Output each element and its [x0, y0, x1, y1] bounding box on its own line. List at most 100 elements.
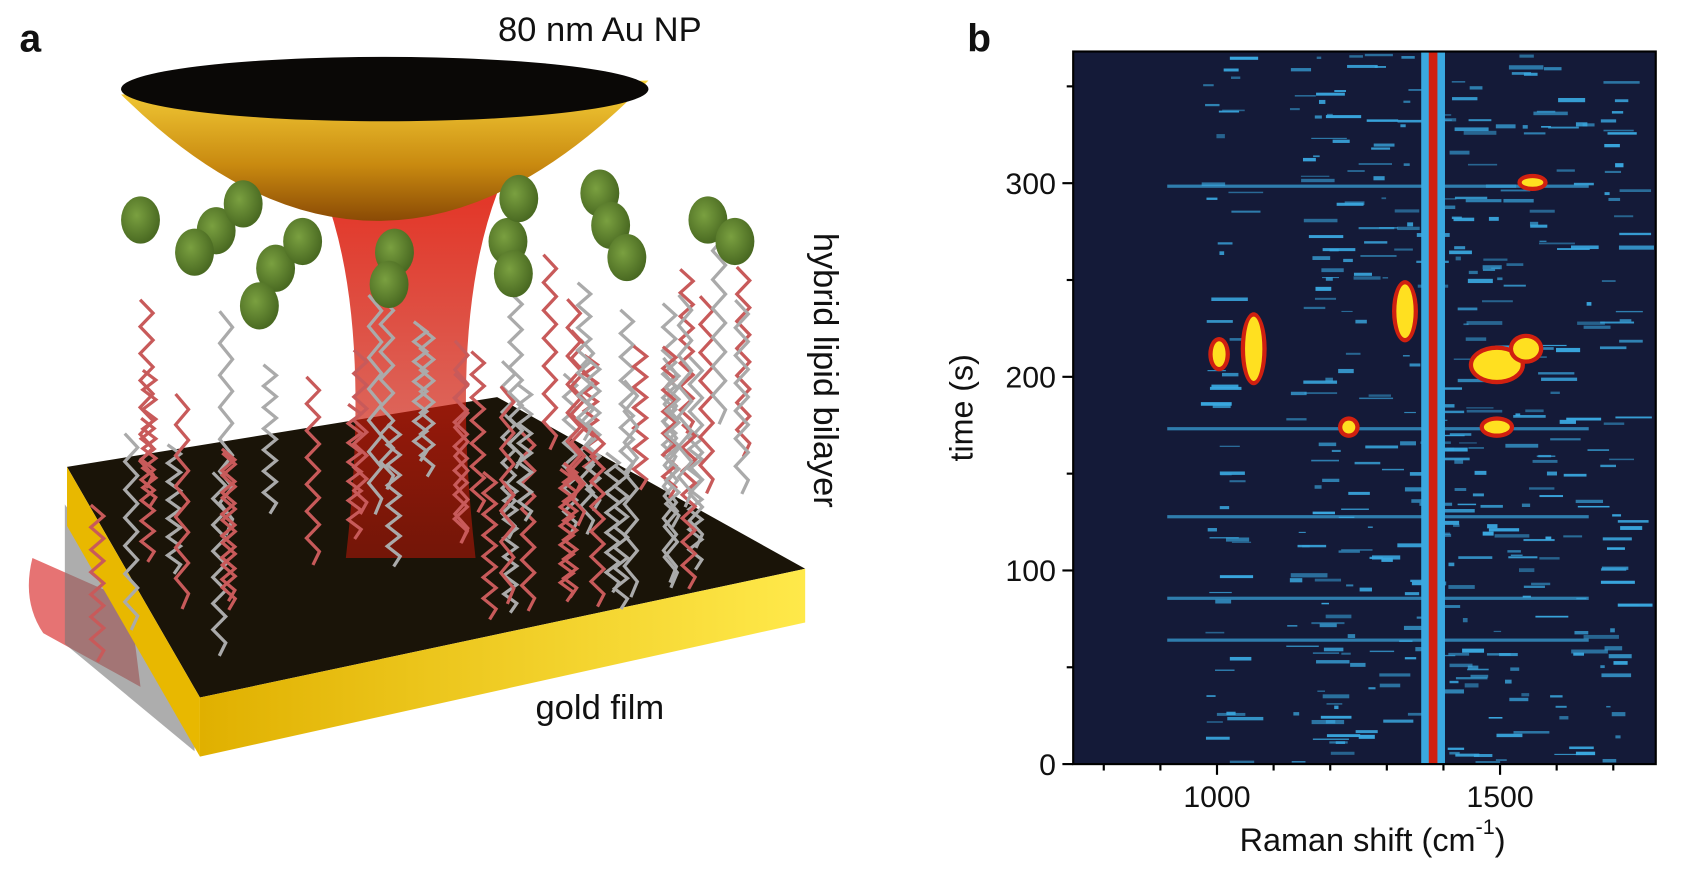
lipid-tail — [88, 503, 107, 663]
heatmap-texture — [1404, 592, 1420, 596]
heatmap-texture — [1606, 705, 1611, 708]
heatmap-texture — [1227, 716, 1264, 721]
heatmap-texture — [1317, 690, 1326, 692]
heatmap-texture — [1220, 473, 1232, 476]
heatmap-texture — [1495, 759, 1507, 761]
y-tick-label: 300 — [1005, 168, 1055, 201]
heatmap-texture — [1521, 503, 1531, 508]
heatmap-texture — [1245, 316, 1263, 381]
heatmap-texture — [1205, 103, 1220, 107]
heatmap-texture — [1611, 111, 1624, 114]
heatmap-texture — [1322, 694, 1350, 699]
heatmap-texture — [1229, 656, 1252, 661]
heatmap-texture — [1545, 536, 1552, 540]
lipid-head — [175, 228, 214, 276]
heatmap-texture — [1615, 310, 1643, 313]
heatmap-texture — [1529, 487, 1555, 490]
heatmap-texture — [1369, 650, 1395, 653]
heatmap-texture — [1466, 409, 1503, 413]
heatmap-texture — [1550, 391, 1560, 394]
heatmap-texture — [1488, 216, 1499, 221]
heatmap-texture — [1619, 232, 1652, 236]
lipid-tail — [588, 430, 607, 608]
heatmap-texture — [1347, 170, 1365, 173]
heatmap-texture — [1409, 363, 1421, 367]
heatmap-texture — [1206, 695, 1216, 697]
heatmap-texture — [1167, 638, 1589, 642]
lipid-tail — [733, 299, 751, 495]
heatmap-texture — [1483, 258, 1508, 261]
heatmap-texture — [1508, 556, 1538, 559]
heatmap-texture — [1534, 344, 1567, 347]
heatmap-texture — [1381, 468, 1404, 471]
heatmap-texture — [1368, 687, 1376, 690]
heatmap-texture — [1320, 715, 1352, 719]
heatmap-texture — [1206, 197, 1218, 200]
heatmap-texture — [1563, 535, 1583, 538]
heatmap-texture — [1604, 170, 1622, 173]
heatmap-texture — [1358, 734, 1375, 739]
heatmap-texture — [1488, 716, 1503, 719]
heatmap-texture — [1314, 578, 1342, 582]
heatmap-texture — [1452, 97, 1478, 101]
heatmap-texture — [1400, 441, 1417, 446]
heatmap-texture — [1449, 150, 1470, 155]
heatmap-texture — [1500, 189, 1531, 192]
heatmap-texture — [1603, 81, 1640, 84]
heatmap-texture — [1462, 648, 1485, 653]
lipid-head — [715, 217, 755, 266]
heatmap-texture — [1546, 471, 1558, 476]
heatmap-texture — [1381, 557, 1393, 562]
heatmap-texture — [1451, 81, 1466, 83]
heatmap-texture — [1541, 125, 1551, 128]
heatmap-texture — [1407, 712, 1427, 716]
heatmap-texture — [1575, 122, 1588, 127]
heatmap-texture — [1379, 673, 1411, 677]
heatmap-texture — [1211, 384, 1239, 389]
heatmap-texture — [1341, 508, 1369, 510]
heatmap-texture — [1467, 278, 1493, 284]
heatmap-texture — [1453, 358, 1478, 360]
heatmap-texture — [1338, 550, 1360, 553]
heatmap-texture — [1615, 163, 1624, 168]
heatmap-texture — [1575, 499, 1604, 504]
lipid-head — [607, 233, 647, 282]
heatmap-texture — [1323, 647, 1344, 652]
heatmap-texture — [1312, 256, 1331, 260]
lipid-head — [256, 244, 296, 292]
heatmap-texture — [1291, 761, 1306, 763]
heatmap-texture — [1435, 457, 1470, 461]
heatmap-texture — [1583, 634, 1619, 639]
heatmap-texture — [1206, 320, 1233, 323]
heatmap-texture — [1458, 556, 1493, 559]
lipid-tail — [345, 402, 364, 540]
heatmap-texture — [1373, 176, 1385, 181]
heatmap-texture — [1533, 347, 1554, 350]
heatmap-texture — [1495, 124, 1516, 129]
heatmap-texture — [1403, 625, 1438, 630]
heatmap-texture — [1303, 306, 1326, 310]
lipid-tail — [622, 379, 640, 598]
y-tick-label: 100 — [1005, 555, 1055, 588]
lipid-tail — [611, 464, 631, 610]
heatmap-texture — [1200, 402, 1232, 406]
heatmap-texture — [1539, 557, 1560, 560]
heatmap-texture — [1614, 99, 1629, 103]
heatmap-texture — [1329, 741, 1348, 744]
lipid-head — [223, 180, 263, 228]
heatmap-texture — [1201, 182, 1226, 186]
y-tick-label: 200 — [1005, 362, 1055, 395]
heatmap-texture — [1482, 265, 1502, 270]
y-tick-label: 0 — [1039, 749, 1056, 782]
heatmap-texture — [1373, 143, 1395, 147]
heatmap-texture — [1215, 669, 1235, 671]
heatmap-texture — [1347, 64, 1378, 68]
heatmap-texture — [1543, 67, 1562, 71]
lipid-tail — [304, 375, 322, 566]
heatmap-texture — [1483, 420, 1510, 434]
heatmap-texture — [1437, 654, 1456, 657]
heatmap-texture — [1316, 660, 1350, 664]
heatmap-texture — [1541, 377, 1578, 381]
heatmap-texture — [1504, 679, 1512, 684]
heatmap-texture — [1325, 614, 1352, 619]
